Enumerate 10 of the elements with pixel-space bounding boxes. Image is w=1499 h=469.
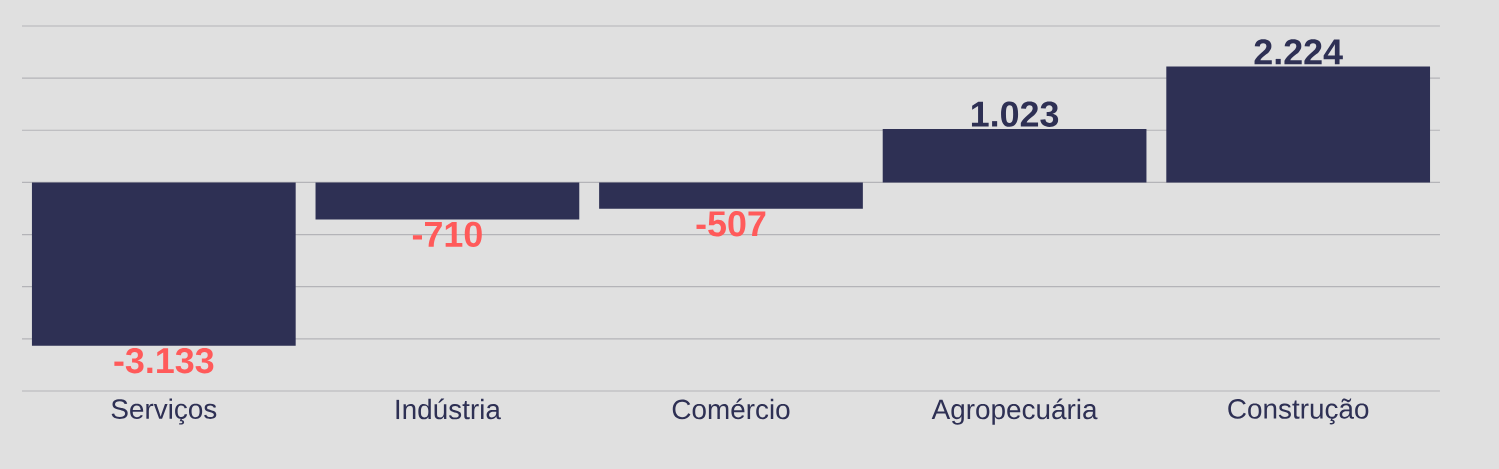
x-tick-label: Comércio: [672, 398, 790, 420]
data-label: -710: [412, 221, 482, 248]
data-label: -3.133: [114, 347, 214, 374]
data-label: 1.023: [971, 101, 1059, 127]
x-tick-label: Indústria: [396, 398, 501, 420]
data-label: 2.224: [1254, 39, 1343, 65]
x-tick-label: Serviços: [111, 398, 217, 425]
x-tick-label: Agropecuária: [931, 398, 1098, 425]
data-label: -507: [696, 211, 766, 237]
x-tick-label: Construção: [1228, 398, 1369, 425]
